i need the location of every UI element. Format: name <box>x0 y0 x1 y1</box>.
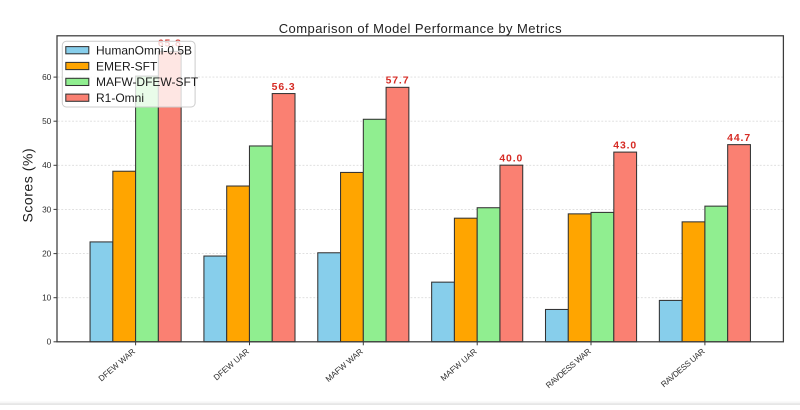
svg-text:10: 10 <box>42 293 52 303</box>
svg-text:56.3: 56.3 <box>272 82 296 93</box>
svg-text:40.0: 40.0 <box>499 154 523 165</box>
svg-text:20: 20 <box>42 249 52 259</box>
svg-text:30: 30 <box>42 204 52 214</box>
svg-text:60: 60 <box>42 72 52 82</box>
svg-text:R1-Omni: R1-Omni <box>96 91 144 105</box>
svg-text:40: 40 <box>42 160 52 170</box>
svg-text:50: 50 <box>42 116 52 126</box>
svg-text:HumanOmni-0.5B: HumanOmni-0.5B <box>96 44 192 58</box>
svg-text:Scores (%): Scores (%) <box>20 148 36 223</box>
svg-text:44.7: 44.7 <box>727 133 751 144</box>
svg-text:Comparison of Model Performanc: Comparison of Model Performance by Metri… <box>279 21 562 36</box>
svg-text:43.0: 43.0 <box>613 140 637 151</box>
svg-text:0: 0 <box>47 337 52 347</box>
svg-text:MAFW-DFEW-SFT: MAFW-DFEW-SFT <box>96 75 199 89</box>
svg-text:57.7: 57.7 <box>386 76 410 87</box>
svg-text:EMER-SFT: EMER-SFT <box>96 59 158 73</box>
